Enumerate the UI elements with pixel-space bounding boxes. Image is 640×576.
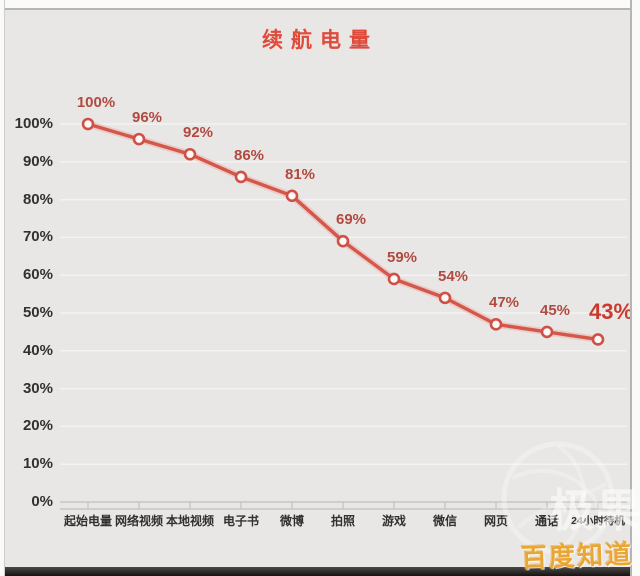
point-label-微博: 81% [284,165,316,183]
y-tick-label-10: 10% [22,455,53,473]
point-label-起始电量: 100% [76,94,116,111]
watermark-badge-text: 百度知道 [520,539,634,573]
y-tick-label-50: 50% [22,304,53,321]
y-tick-label-20: 20% [22,417,53,435]
x-tick-label-微信: 微信 [432,514,458,528]
data-point-marker-本地视频 [183,147,197,161]
point-label-游戏: 59% [386,248,418,266]
frame-top-edge [0,0,640,10]
data-point-marker-拍照 [336,234,350,248]
watermark-logo-icon [501,441,615,555]
data-point-marker-起始电量 [81,117,95,131]
point-label-通话: 45% [539,301,571,319]
point-label-电子书: 86% [233,146,265,164]
frame-right-edge [630,0,640,576]
chart-title: 续航电量 [262,29,378,52]
y-tick-label-40: 40% [22,341,53,359]
point-label-网页: 47% [488,294,520,312]
data-point-marker-电子书 [234,170,248,184]
data-point-marker-24小时待机 [591,333,605,346]
y-tick-label-0: 0% [31,493,53,510]
point-label-微信: 54% [437,267,469,285]
y-tick-label-70: 70% [22,228,53,246]
x-tick-label-网络视频: 网络视频 [114,514,164,528]
frame-left-edge [0,0,5,576]
y-tick-label-60: 60% [22,266,53,284]
data-point-marker-网络视频 [132,132,146,146]
y-tick-label-90: 90% [22,152,53,170]
y-tick-label-80: 80% [22,190,53,208]
data-point-marker-微信 [438,291,452,305]
x-tick-label-拍照: 拍照 [330,514,356,528]
point-label-拍照: 69% [335,211,367,229]
x-tick-label-电子书: 电子书 [222,514,260,528]
x-tick-label-本地视频: 本地视频 [165,514,215,528]
data-point-marker-游戏 [387,272,401,286]
watermark-brand-text: 极果 [549,485,640,536]
data-point-marker-网页 [489,318,503,331]
point-label-24小时待机: 43% [588,299,634,325]
point-label-本地视频: 92% [182,124,214,142]
x-tick-label-通话: 通话 [534,514,560,528]
x-tick-label-微博: 微博 [279,514,305,528]
y-tick-label-100: 100% [14,115,53,132]
point-label-网络视频: 96% [131,109,163,127]
x-tick-label-起始电量: 起始电量 [63,514,113,528]
y-tick-label-30: 30% [22,379,53,397]
data-point-marker-通话 [540,325,554,339]
x-tick-label-游戏: 游戏 [381,514,407,528]
x-tick-label-网页: 网页 [483,514,509,528]
data-point-marker-微博 [285,189,299,203]
frame-bottom-edge [0,567,640,576]
x-tick-label-24小时待机: 24小时待机 [571,515,625,527]
